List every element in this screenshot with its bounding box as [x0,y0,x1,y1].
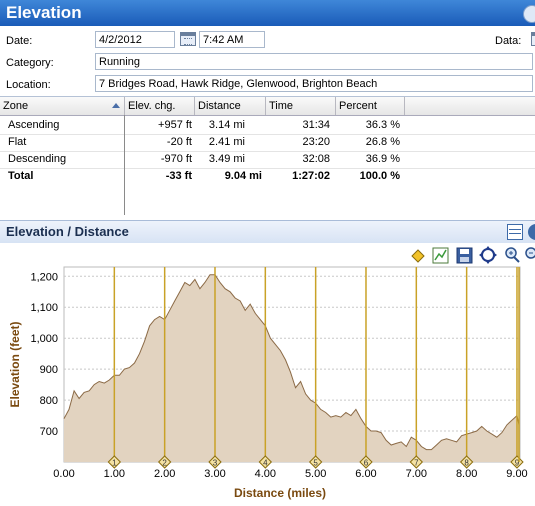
mile-marker-label: 2 [162,459,167,468]
table-row[interactable]: Descending -970 ft 3.49 mi 32:08 36.9 % [0,151,535,169]
mile-marker-label: 7 [414,459,419,468]
elevation-area [64,274,519,462]
y-tick-label: 700 [40,426,58,438]
table-row[interactable]: Flat -20 ft 2.41 mi 23:20 26.8 % [0,134,535,152]
window-title: Elevation [6,3,82,22]
calendar-icon[interactable] [180,32,196,46]
zone-table: Zone Elev. chg. Distance Time Percent As… [0,96,535,217]
y-tick-label: 1,200 [30,271,58,283]
column-divider [124,115,125,215]
x-tick-label: 7.00 [406,468,427,480]
window-title-bar: Elevation [0,0,535,26]
sort-ascending-icon [112,103,120,108]
y-tick-label: 1,100 [30,302,58,314]
table-header: Zone Elev. chg. Distance Time Percent [0,97,535,116]
table-row[interactable]: Ascending +957 ft 3.14 mi 31:34 36.3 % [0,117,535,135]
mile-marker[interactable] [258,455,273,469]
column-header-distance[interactable]: Distance [195,97,266,115]
mile-marker[interactable] [510,455,524,469]
column-header-percent[interactable]: Percent [336,97,405,115]
time-field[interactable]: 7:42 AM [199,31,265,48]
mile-marker[interactable] [308,455,323,469]
column-header-zone[interactable]: Zone [0,97,125,115]
x-tick-label: 6.00 [355,468,376,480]
marker-icon[interactable] [411,249,425,263]
x-tick-label: 1.00 [104,468,125,480]
location-label: Location: [6,79,51,91]
column-header-elev-chg[interactable]: Elev. chg. [125,97,195,115]
column-header-time[interactable]: Time [266,97,336,115]
elevation-distance-chart: 700 800 900 1,000 1,100 1,200 1 2 3 4 5 6 7 8 9 0.00 1.0… [8,246,535,500]
table-row-total[interactable]: Total -33 ft 9.04 mi 1:27:02 100.0 % [8,170,400,182]
mile-marker[interactable] [459,455,474,469]
zoom-in-icon[interactable] [505,247,520,263]
chart-icon[interactable] [432,247,449,264]
y-tick-label: 900 [40,364,58,376]
mile-marker-label: 9 [515,459,520,468]
category-label: Category: [6,57,54,69]
mile-marker-label: 5 [313,459,318,468]
activity-form: Date: 4/2/2012 7:42 AM Data: Category: R… [0,26,535,96]
save-icon[interactable] [456,247,473,264]
x-tick-label: 0.00 [53,468,74,480]
chart-toolbar [411,246,535,264]
location-field[interactable]: 7 Bridges Road, Hawk Ridge, Glenwood, Br… [95,75,533,92]
mile-marker-label: 1 [112,459,117,468]
mile-marker[interactable] [359,455,373,469]
data-label: Data: [495,35,522,47]
mile-marker-label: 4 [263,459,268,468]
fit-icon[interactable] [479,246,497,264]
y-axis-label: Elevation (feet) [8,321,22,407]
y-tick-label: 800 [40,395,58,407]
x-axis-label: Distance (miles) [234,486,326,500]
chart-options-icon[interactable] [528,224,535,240]
x-tick-label: 4.00 [255,468,276,480]
chart-panel-header: Elevation / Distance [0,220,535,244]
mile-marker-label: 3 [213,459,218,468]
x-tick-label: 9.00 [506,468,527,480]
collapse-icon[interactable] [523,5,535,23]
chart-panel-title: Elevation / Distance [6,224,129,239]
x-tick-label: 2.00 [154,468,175,480]
x-tick-label: 5.00 [305,468,326,480]
date-label: Date: [6,35,33,47]
x-tick-label: 3.00 [204,468,225,480]
y-tick-label: 1,000 [30,333,58,345]
chart-area: 700 800 900 1,000 1,100 1,200 1 2 3 4 5 6 7 8 9 0.00 1.0… [0,243,535,503]
mile-marker[interactable] [208,455,222,469]
mile-marker[interactable] [107,455,122,469]
mile-marker-label: 6 [364,459,369,468]
chart-layout-icon[interactable] [507,224,523,240]
zoom-out-icon[interactable] [525,247,535,259]
data-calendar-icon[interactable] [531,32,535,46]
date-field[interactable]: 4/2/2012 [95,31,175,48]
elevation-line [63,274,520,451]
x-tick-label: 8.00 [456,468,477,480]
mile-marker[interactable] [409,455,424,469]
mile-marker-label: 8 [464,459,469,468]
mile-marker[interactable] [157,455,172,469]
category-field[interactable]: Running [95,53,533,70]
